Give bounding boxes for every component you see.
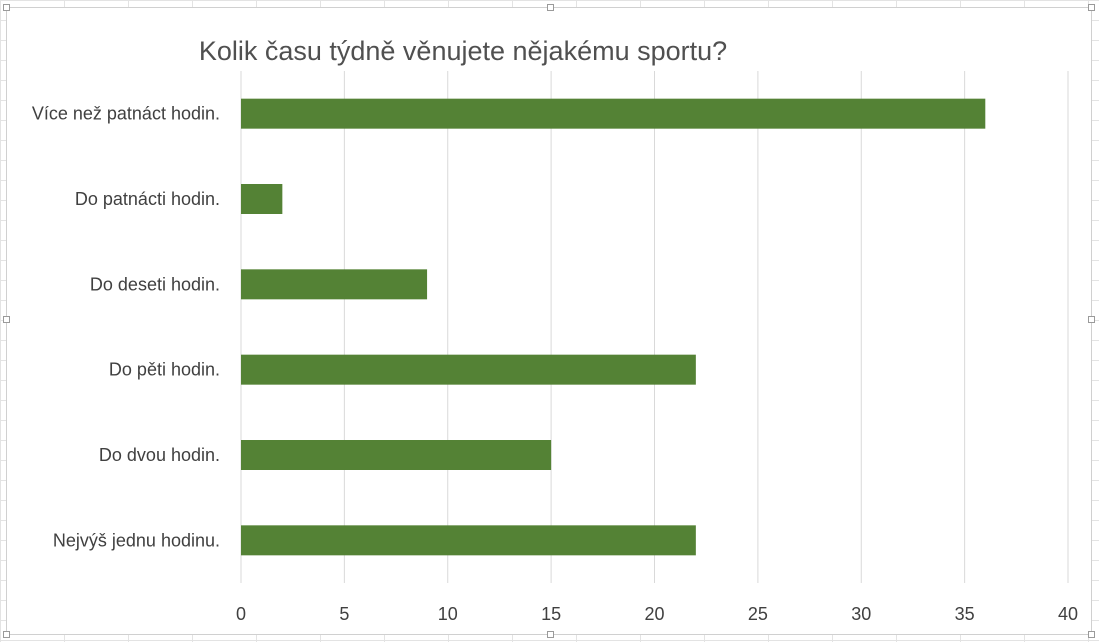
x-axis-ticks: 0 5 10 15 20 25 30 35 40 (236, 604, 1078, 624)
chart-title: Kolik času týdně věnujete nějakému sport… (199, 36, 727, 66)
resize-handle-bottom-left[interactable] (3, 631, 10, 638)
resize-handle-bottom[interactable] (547, 631, 554, 638)
resize-handle-right[interactable] (1088, 316, 1095, 323)
bar[interactable] (241, 269, 428, 300)
x-tick-label: 40 (1058, 604, 1078, 624)
resize-handle-top[interactable] (547, 4, 554, 11)
bar[interactable] (241, 525, 696, 556)
bars (241, 98, 986, 556)
x-tick-label: 30 (851, 604, 871, 624)
bar[interactable] (241, 354, 696, 385)
category-label: Do dvou hodin. (99, 445, 220, 465)
gridlines (240, 71, 1069, 583)
x-tick-label: 20 (644, 604, 664, 624)
category-label: Nejvýš jednu hodinu. (53, 530, 220, 550)
category-label: Do patnácti hodin. (75, 189, 220, 209)
category-label: Do pěti hodin. (109, 360, 220, 380)
resize-handle-bottom-right[interactable] (1088, 631, 1095, 638)
resize-handle-top-left[interactable] (3, 4, 10, 11)
x-tick-label: 0 (236, 604, 246, 624)
category-label: Více než patnáct hodin. (32, 104, 220, 124)
resize-handle-top-right[interactable] (1088, 4, 1095, 11)
bar[interactable] (241, 98, 986, 129)
bar-chart: Kolik času týdně věnujete nějakému sport… (32, 36, 1078, 624)
resize-handle-left[interactable] (3, 316, 10, 323)
category-labels: Více než patnáct hodin. Do patnácti hodin… (32, 104, 220, 551)
bar[interactable] (241, 440, 552, 470)
category-label: Do deseti hodin. (90, 274, 220, 294)
x-tick-label: 25 (748, 604, 768, 624)
x-tick-label: 35 (955, 604, 975, 624)
bar[interactable] (241, 184, 283, 214)
x-tick-label: 5 (339, 604, 349, 624)
x-tick-label: 10 (438, 604, 458, 624)
x-tick-label: 15 (541, 604, 561, 624)
chart-area[interactable]: Kolik času týdně věnujete nějakému sport… (3, 4, 1095, 638)
